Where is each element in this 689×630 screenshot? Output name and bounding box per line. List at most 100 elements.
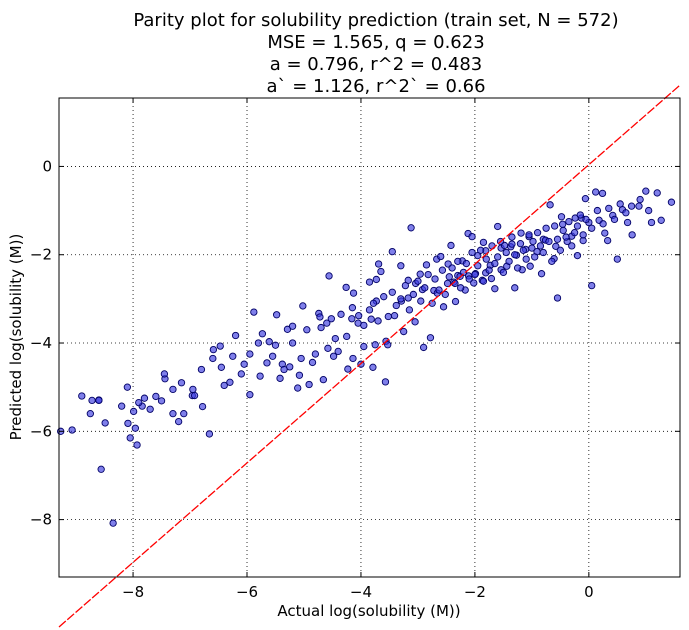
- axis-ticks: −8 −6 −4 −2 0 −8 −6 −4 −2 0: [30, 98, 680, 601]
- data-point-155: [598, 189, 607, 198]
- data-point-85: [411, 318, 419, 326]
- data-point-218: [445, 273, 453, 281]
- data-point-197: [360, 321, 368, 330]
- data-point-48: [305, 380, 313, 389]
- data-point-76: [384, 341, 392, 349]
- data-point-214: [431, 275, 439, 283]
- data-point-1: [68, 426, 76, 434]
- data-point-180: [237, 370, 245, 378]
- data-point-61: [349, 354, 357, 363]
- data-point-244: [519, 246, 527, 254]
- data-point-209: [414, 277, 422, 285]
- data-point-252: [542, 224, 550, 232]
- data-point-273: [622, 209, 630, 217]
- data-point-57: [334, 347, 342, 356]
- data-point-53: [324, 344, 332, 352]
- data-point-242: [513, 264, 522, 272]
- data-point-62: [349, 289, 358, 297]
- data-point-264: [576, 211, 584, 219]
- data-point-79: [397, 262, 405, 270]
- title-line-4: a` = 1.126, r^2` = 0.66: [266, 76, 485, 97]
- data-point-16: [140, 394, 149, 402]
- data-point-243: [516, 240, 525, 248]
- data-point-275: [636, 195, 644, 204]
- data-point-272: [616, 200, 624, 208]
- data-point-55: [327, 315, 335, 323]
- data-point-258: [559, 226, 567, 235]
- data-point-117: [487, 274, 496, 283]
- data-point-230: [479, 277, 488, 285]
- title-line-3: a = 0.796, r^2 = 0.483: [270, 54, 483, 75]
- data-point-161: [623, 218, 632, 227]
- data-point-247: [528, 244, 536, 252]
- data-point-233: [488, 242, 496, 250]
- data-point-119: [494, 222, 502, 231]
- data-point-277: [653, 189, 661, 197]
- data-point-6: [97, 465, 105, 473]
- data-point-14: [133, 441, 141, 449]
- x-tick-label-0: −8: [122, 583, 144, 601]
- data-point-224: [462, 259, 471, 268]
- fit-line: [58, 84, 681, 628]
- data-point-228: [474, 262, 482, 270]
- data-point-207: [405, 306, 414, 314]
- data-point-87: [416, 270, 424, 278]
- data-point-241: [511, 251, 519, 259]
- data-point-49: [308, 358, 317, 367]
- data-point-60: [348, 315, 356, 323]
- data-point-260: [565, 217, 573, 226]
- data-point-200: [374, 317, 382, 325]
- data-point-234: [491, 259, 499, 268]
- title-line-2: MSE = 1.565, q = 0.623: [267, 32, 484, 53]
- data-point-72: [374, 260, 383, 268]
- data-point-179: [229, 352, 237, 360]
- data-point-163: [635, 202, 643, 210]
- data-point-166: [657, 216, 665, 224]
- data-point-3: [86, 410, 94, 418]
- data-point-99: [447, 241, 455, 250]
- data-point-67: [367, 315, 375, 323]
- data-point-101: [451, 297, 460, 306]
- data-point-182: [254, 339, 263, 347]
- data-point-66: [365, 278, 374, 286]
- data-point-267: [588, 224, 596, 232]
- data-point-256: [553, 235, 562, 243]
- data-point-185: [280, 365, 288, 374]
- data-point-176: [197, 365, 206, 374]
- data-point-152: [588, 281, 596, 290]
- data-point-74: [381, 378, 390, 386]
- data-point-113: [479, 238, 488, 247]
- data-point-108: [468, 232, 476, 241]
- data-point-58: [342, 283, 350, 292]
- data-point-225: [465, 275, 473, 283]
- data-point-253: [545, 237, 553, 246]
- data-point-37: [265, 338, 273, 346]
- data-point-168: [95, 396, 103, 405]
- y-tick-label-2: −4: [30, 334, 52, 352]
- data-point-177: [209, 354, 217, 363]
- data-point-186: [288, 339, 297, 347]
- data-point-188: [303, 326, 311, 334]
- data-point-4: [88, 396, 96, 405]
- data-point-35: [256, 372, 264, 380]
- data-point-26: [205, 430, 214, 438]
- y-tick-label-0: −8: [30, 511, 52, 529]
- data-point-63: [355, 311, 363, 320]
- data-point-183: [263, 359, 271, 367]
- data-point-71: [372, 275, 380, 284]
- data-point-255: [551, 222, 559, 230]
- data-point-208: [409, 290, 418, 299]
- data-point-187: [297, 354, 305, 363]
- data-point-156: [601, 229, 609, 237]
- data-point-150: [581, 195, 590, 203]
- data-point-81: [400, 327, 408, 336]
- data-point-222: [457, 284, 465, 292]
- data-point-125: [508, 240, 516, 248]
- data-point-162: [628, 231, 636, 239]
- data-point-59: [344, 365, 352, 373]
- data-point-90: [422, 261, 431, 269]
- data-point-95: [437, 252, 445, 261]
- data-point-215: [435, 286, 443, 294]
- data-point-126: [511, 284, 519, 292]
- title-line-1: Parity plot for solubility prediction (t…: [133, 10, 618, 31]
